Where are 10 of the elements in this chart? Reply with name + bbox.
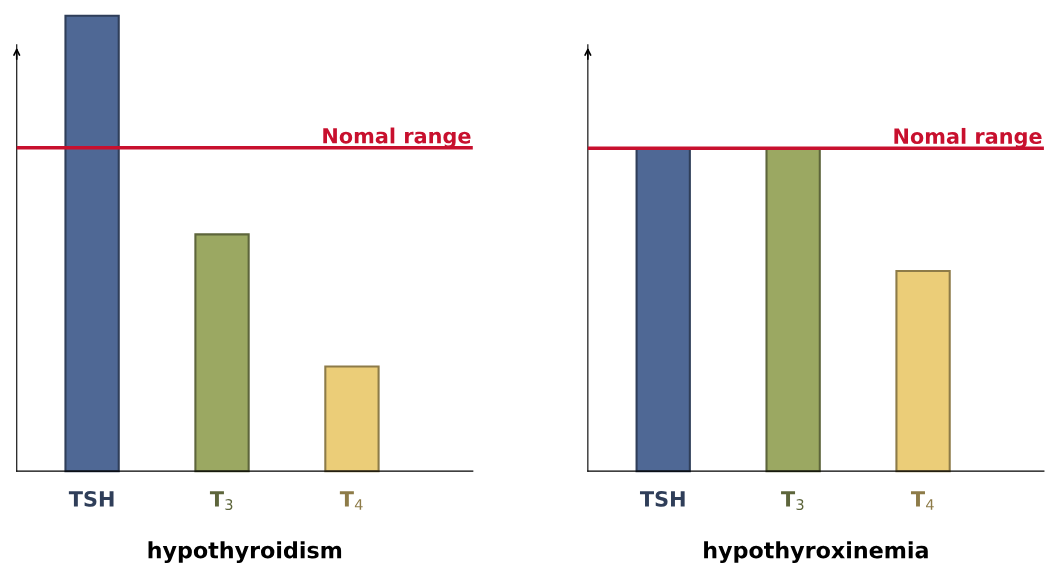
x-axis-title: hypothyroxinemia: [704, 541, 928, 564]
x-tick-label: T$_{3}$: [209, 491, 233, 511]
x-tick-label: T$_{3}$: [781, 491, 804, 511]
x-tick-label: TSH: [68, 490, 114, 507]
ref-line-label: Nomal range: [894, 127, 1042, 149]
x-tick-label: T$_{4}$: [910, 491, 934, 510]
x-tick-label: T$_{4}$: [339, 491, 363, 510]
ref-line-label: Nomal range: [323, 127, 471, 148]
x-tick-label: TSH: [639, 490, 685, 507]
x-axis-title: hypothyroidism: [148, 541, 342, 564]
